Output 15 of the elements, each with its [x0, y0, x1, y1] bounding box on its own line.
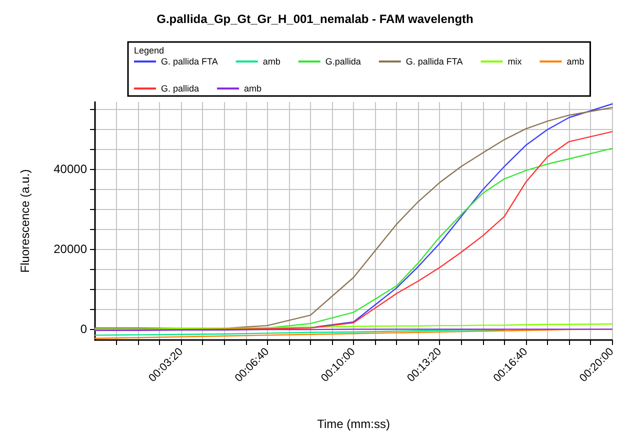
legend-title: Legend: [134, 46, 164, 56]
x-axis-title: Time (mm:ss): [317, 417, 390, 431]
legend-label: G. pallida: [161, 84, 200, 94]
legend-label: G. pallida FTA: [161, 56, 218, 66]
y-tick-label: 20000: [54, 242, 88, 256]
legend-label: mix: [508, 56, 522, 66]
legend-label: amb: [244, 84, 262, 94]
legend-label: G.pallida: [325, 56, 361, 66]
legend-label: G. pallida FTA: [406, 56, 463, 66]
legend-label: amb: [262, 56, 280, 66]
y-tick-label: 40000: [54, 162, 88, 176]
y-axis-title: Fluorescence (a.u.): [18, 169, 32, 273]
legend-label: amb: [566, 56, 584, 66]
y-tick-label: 0: [80, 322, 88, 336]
chart-title: G.pallida_Gp_Gt_Gr_H_001_nemalab - FAM wavelength: [156, 12, 474, 26]
